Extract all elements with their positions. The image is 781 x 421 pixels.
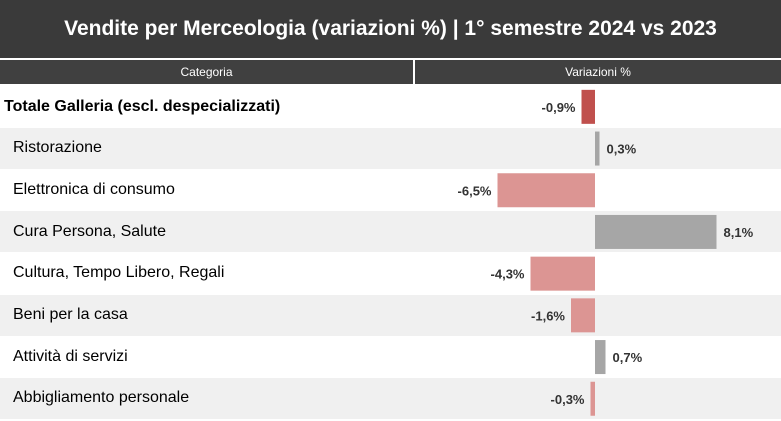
bar	[590, 381, 595, 416]
bar	[497, 173, 595, 208]
value-label: -0,3%	[551, 392, 585, 407]
bar	[571, 298, 595, 333]
row-background	[0, 377, 781, 419]
row-background	[0, 294, 781, 336]
column-header-variation: Variazioni %	[415, 60, 781, 84]
bar	[595, 340, 606, 375]
bar	[581, 89, 595, 124]
column-header-category: Categoria	[0, 60, 413, 84]
row-background	[0, 127, 781, 169]
category-label: Cultura, Tempo Libero, Regali	[13, 264, 225, 282]
category-label: Elettronica di consumo	[13, 180, 175, 198]
category-label: Ristorazione	[13, 139, 102, 157]
bar	[595, 131, 600, 166]
category-label: Abbigliamento personale	[13, 389, 190, 407]
bar	[595, 214, 717, 249]
value-label: -6,5%	[458, 183, 492, 198]
category-label: Cura Persona, Salute	[13, 222, 166, 240]
chart-title: Vendite per Merceologia (variazioni %) |…	[0, 0, 781, 58]
category-label: Attività di servizi	[13, 347, 128, 365]
value-label: -4,3%	[491, 267, 525, 282]
category-label: Beni per la casa	[13, 306, 128, 323]
value-label: 8,1%	[724, 225, 754, 240]
category-label: Totale Galleria (escl. despecializzati)	[4, 97, 281, 115]
value-label: 0,7%	[613, 350, 643, 365]
value-label: -1,6%	[531, 308, 565, 323]
value-label: 0,3%	[607, 142, 637, 157]
value-label: -0,9%	[542, 100, 576, 115]
bar	[530, 256, 595, 291]
